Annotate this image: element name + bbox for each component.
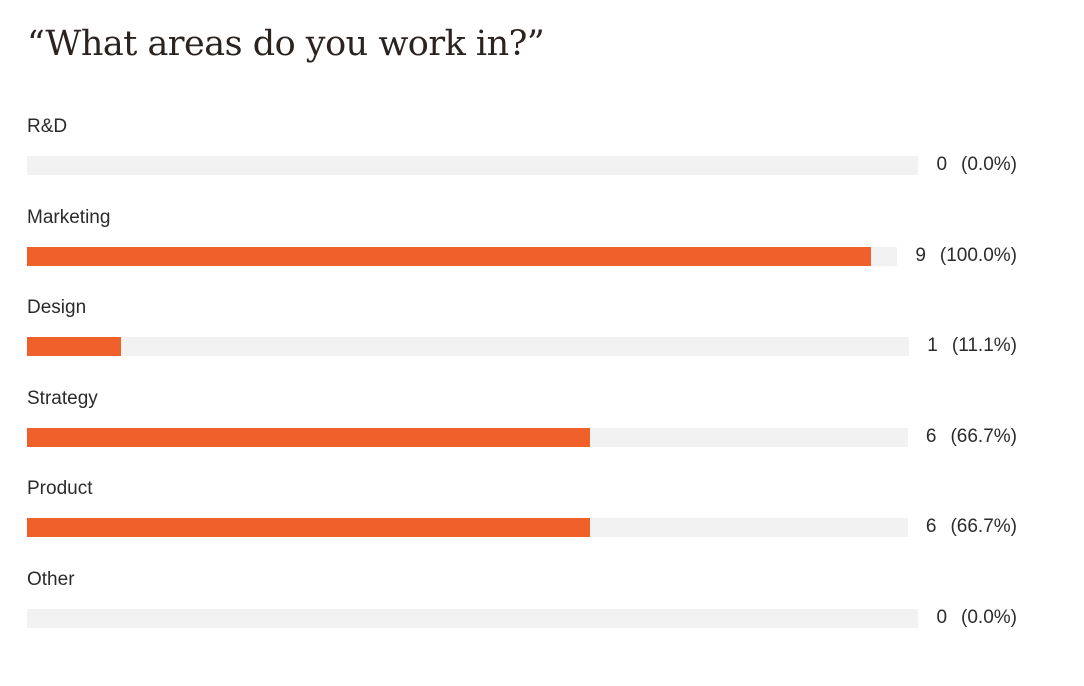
bar-track bbox=[27, 246, 898, 266]
bar-category-label: Other bbox=[27, 568, 75, 590]
bar-count-label: 0 bbox=[936, 606, 948, 628]
bar-count-label: 6 bbox=[925, 516, 937, 537]
bar bbox=[27, 337, 121, 356]
bar-percent-label: (100.0%) bbox=[939, 244, 1017, 266]
bar-percent-label: (11.1%) bbox=[951, 335, 1017, 356]
bar bbox=[27, 518, 590, 537]
bar bbox=[27, 427, 590, 447]
bar bbox=[27, 246, 871, 266]
bar-track bbox=[27, 608, 919, 628]
bar-count-label: 0 bbox=[936, 154, 948, 175]
bar-track bbox=[27, 518, 908, 537]
bar-track bbox=[27, 427, 908, 447]
bar-category-label: Design bbox=[27, 297, 87, 318]
bar-percent-label: (0.0%) bbox=[961, 606, 1017, 628]
bar-percent-label: (66.7%) bbox=[950, 425, 1017, 447]
bar-percent-label: (66.7%) bbox=[950, 516, 1017, 537]
bar-count-label: 6 bbox=[925, 425, 937, 447]
bar-category-label: Product bbox=[27, 478, 93, 499]
bar-category-label: Strategy bbox=[27, 387, 98, 409]
bar-percent-label: (0.0%) bbox=[961, 154, 1017, 175]
bar-track bbox=[27, 156, 919, 175]
bar-count-label: 1 bbox=[927, 335, 938, 356]
bar-category-label: Marketing bbox=[27, 206, 111, 228]
bar-count-label: 9 bbox=[915, 244, 926, 266]
bar-category-label: R&D bbox=[27, 116, 68, 137]
page-title: “What areas do you work in?” bbox=[27, 24, 545, 64]
bar-track bbox=[27, 337, 910, 356]
